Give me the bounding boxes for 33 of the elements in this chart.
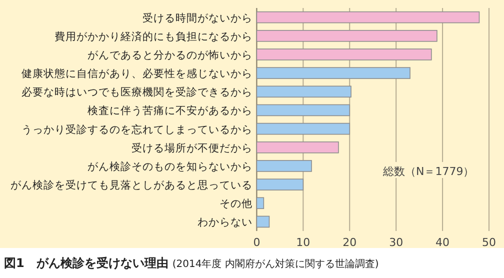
bar [256, 86, 352, 98]
y-tick-label: うっかり受診するのを忘れてしまっているから [22, 122, 253, 136]
bar [256, 104, 350, 116]
y-tick-label: 検査に伴う苦痛に不安があるから [88, 104, 253, 118]
bar [256, 197, 264, 210]
x-tick-label: 0 [253, 236, 260, 249]
y-tick-label: がん検診そのものを知らないから [88, 160, 253, 173]
text: (2014年度 内閣府がん対策に関する世論調査) [172, 258, 379, 270]
y-tick-label: 健康状態に自信があり、必要性を感じないから [22, 67, 253, 80]
x-tick-label: 20 [342, 236, 357, 249]
y-tick-label: がんであると分かるのが怖いから [88, 49, 253, 62]
y-tick-label: 受ける場所が不便だから [132, 141, 253, 154]
x-tick-label: 40 [436, 236, 450, 249]
bar [256, 141, 339, 154]
y-tick-label: その他 [220, 198, 253, 210]
x-tick-label: 10 [296, 236, 310, 249]
bar [256, 30, 438, 42]
y-tick-label: わからない [198, 216, 253, 229]
bar [256, 11, 480, 24]
y-tick-label: 費用がかかり経済的にも負担になるから [54, 30, 253, 43]
bar [256, 160, 312, 172]
y-tick-label: 受ける時間がないから [142, 11, 253, 24]
bar [256, 67, 410, 79]
bar [256, 216, 270, 228]
bar [256, 178, 304, 190]
annotation: 総数（N＝1779） [382, 165, 474, 178]
bar [256, 122, 350, 135]
bar [256, 48, 432, 60]
text: 図1 がん検診を受けない理由 [4, 256, 168, 270]
y-tick-label: がん検診を受けても見落としがあると思っている [10, 178, 253, 192]
x-tick-label: 50 [482, 236, 496, 249]
y-tick-label: 必要な時はいつでも医療機関を受診できるから [22, 86, 253, 99]
x-tick-label: 30 [389, 236, 404, 249]
